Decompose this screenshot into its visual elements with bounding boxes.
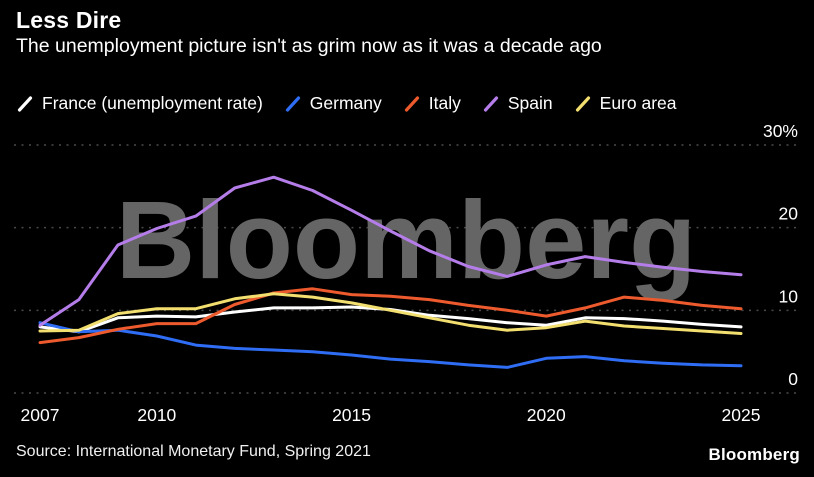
legend-item-germany: Germany	[284, 93, 382, 114]
legend-line-swatch-icon	[404, 95, 419, 112]
legend-item-euro-area: Euro area	[574, 93, 677, 114]
x-tick-label: 2010	[137, 405, 176, 425]
x-tick-label: 2007	[21, 405, 60, 425]
legend-line-swatch-icon	[483, 95, 498, 112]
legend-label: Italy	[428, 93, 461, 113]
x-tick-label: 2025	[722, 405, 761, 425]
legend-label: France (unemployment rate)	[42, 93, 263, 113]
legend-label: Spain	[507, 93, 553, 113]
series-line-euro-area	[38, 292, 743, 335]
y-tick-label: 20	[779, 204, 799, 224]
legend-label: Euro area	[599, 93, 677, 113]
x-tick-label: 2020	[527, 405, 566, 425]
legend-label: Germany	[309, 93, 382, 113]
chart-title: Less Dire	[16, 7, 122, 33]
series-line-spain	[38, 175, 743, 327]
bloomberg-logo: Bloomberg	[708, 445, 800, 464]
y-tick-label: 10	[779, 286, 799, 306]
legend-line-swatch-icon	[285, 95, 300, 112]
legend-item-france-unemployment-rate: France (unemployment rate)	[16, 93, 263, 114]
series-line-italy	[38, 287, 743, 345]
series-line-germany	[38, 321, 743, 369]
source-text: Source: International Monetary Fund, Spr…	[16, 443, 371, 460]
y-tick-label: 30%	[763, 121, 798, 141]
legend-line-swatch-icon	[575, 95, 590, 112]
legend-item-spain: Spain	[482, 93, 553, 114]
x-tick-label: 2015	[332, 405, 371, 425]
chart-legend: France (unemployment rate) Germany Italy Sp…	[16, 93, 698, 114]
legend-item-italy: Italy	[403, 93, 461, 114]
chart-subtitle: The unemployment picture isn't as grim n…	[16, 35, 602, 57]
y-tick-label: 0	[788, 369, 798, 389]
legend-line-swatch-icon	[17, 95, 33, 112]
